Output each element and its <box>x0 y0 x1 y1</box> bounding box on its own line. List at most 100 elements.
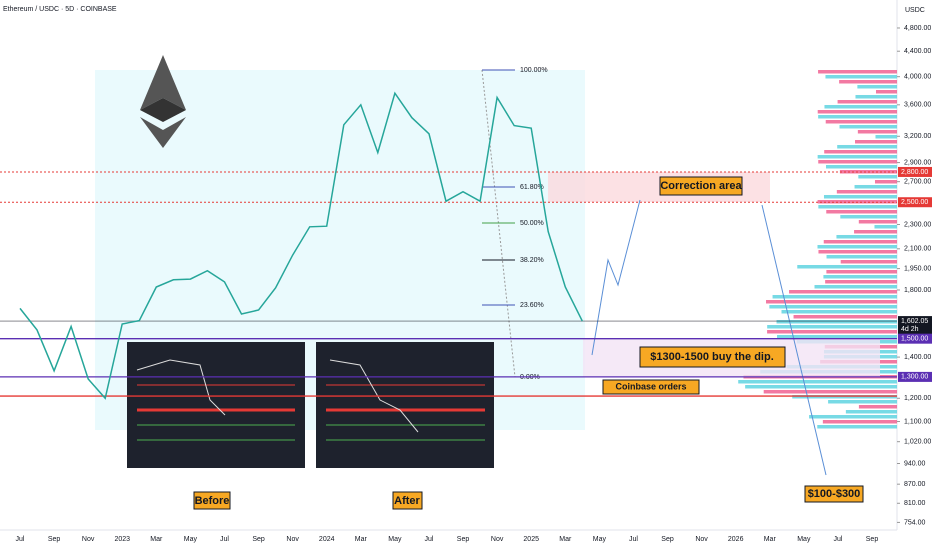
annotation: After <box>394 495 420 507</box>
volume-bar <box>826 255 897 259</box>
volume-bar <box>776 320 897 324</box>
price-tag <box>898 371 932 382</box>
volume-bar <box>809 415 897 419</box>
y-tick-label: 3,600.00 <box>904 102 931 109</box>
price-tag <box>898 197 932 208</box>
annotation: $100-$300 <box>808 488 861 500</box>
y-tick-label: 2,100.00 <box>904 246 931 253</box>
volume-bar <box>845 410 897 414</box>
y-tick-label: 1,950.00 <box>904 265 931 272</box>
volume-bar <box>793 315 897 319</box>
x-tick-label: Sep <box>661 536 674 543</box>
volume-bar <box>828 400 897 404</box>
volume-bar <box>857 85 897 89</box>
x-tick-label: Nov <box>82 536 95 543</box>
volume-bar <box>825 75 897 79</box>
price-tag <box>898 333 932 344</box>
volume-bar <box>854 230 897 234</box>
x-tick-label: Mar <box>355 536 368 543</box>
x-tick-label: Nov <box>695 536 708 543</box>
volume-bar <box>826 210 897 214</box>
price-tag-label: 2,800.00 <box>901 169 928 176</box>
volume-bar <box>874 180 897 184</box>
volume-bar <box>825 120 897 124</box>
volume-bar <box>839 80 897 84</box>
volume-bar <box>781 310 897 314</box>
volume-bar <box>824 150 897 154</box>
fib-label: 38.20% <box>520 257 544 264</box>
price-tag-label: 1,602.05 <box>901 318 928 325</box>
x-tick-label: May <box>184 536 198 543</box>
fib-label: 100.00% <box>520 67 548 74</box>
volume-bar <box>769 305 897 309</box>
y-tick-label: 1,100.00 <box>904 418 931 425</box>
symbol-title: Ethereum / USDC · 5D · COINBASE <box>3 6 117 13</box>
x-tick-label: Jul <box>424 536 433 543</box>
volume-bar <box>817 245 897 249</box>
volume-bar <box>839 125 897 129</box>
volume-bar <box>777 335 897 339</box>
y-tick-label: 754.00 <box>904 519 926 526</box>
y-tick-label: 940.00 <box>904 460 926 467</box>
x-tick-label: 2026 <box>728 536 744 543</box>
eth-logo <box>140 55 186 148</box>
y-tick-label: 4,800.00 <box>904 25 931 32</box>
countdown: 4d 2h <box>901 326 919 333</box>
volume-bar <box>840 215 897 219</box>
currency: USDC <box>905 7 925 14</box>
forecast-arrows <box>591 199 827 476</box>
y-tick-label: 1,020.00 <box>904 439 931 446</box>
volume-bar <box>818 205 897 209</box>
volume-bar <box>818 160 897 164</box>
x-tick-label: Jul <box>220 536 229 543</box>
volume-bar <box>767 330 897 334</box>
fib-label: 23.60% <box>520 302 544 309</box>
price-line <box>19 91 583 400</box>
x-tick-label: May <box>388 536 402 543</box>
inset-before <box>127 342 305 468</box>
annotation: Before <box>195 495 230 507</box>
volume-bar <box>823 240 897 244</box>
annotation: Coinbase orders <box>615 381 686 391</box>
volume-bar <box>789 290 897 294</box>
x-tick-label: Mar <box>764 536 777 543</box>
volume-bar <box>840 260 897 264</box>
volume-bar <box>763 390 897 394</box>
x-tick-label: 2024 <box>319 536 335 543</box>
price-tag-label: 1,500.00 <box>901 336 928 343</box>
volume-bar <box>823 275 897 279</box>
volume-bar <box>858 220 897 224</box>
volume-bar <box>822 420 897 424</box>
y-tick-label: 1,800.00 <box>904 287 931 294</box>
volume-bar <box>772 295 897 299</box>
inset-after <box>316 342 494 468</box>
y-tick-label: 4,000.00 <box>904 74 931 81</box>
y-tick-label: 4,400.00 <box>904 48 931 55</box>
volume-bar <box>745 385 897 389</box>
volume-bar <box>818 70 897 74</box>
volume-bar <box>858 175 897 179</box>
volume-bar <box>855 140 897 144</box>
volume-bar <box>818 250 897 254</box>
x-tick-label: 2025 <box>523 536 539 543</box>
volume-bar <box>766 300 897 304</box>
x-tick-label: Jul <box>629 536 638 543</box>
y-tick-label: 870.00 <box>904 481 926 488</box>
price-tag-label: 1,300.00 <box>901 374 928 381</box>
volume-bar <box>767 325 897 329</box>
x-tick-label: Sep <box>866 536 879 543</box>
volume-bar <box>874 225 897 229</box>
volume-bar <box>818 115 897 119</box>
x-tick-label: Mar <box>559 536 572 543</box>
y-tick-label: 2,700.00 <box>904 179 931 186</box>
volume-bar <box>797 265 897 269</box>
x-tick-label: Jul <box>16 536 25 543</box>
x-tick-label: Sep <box>48 536 61 543</box>
fib-tool <box>481 69 516 378</box>
volume-bar <box>875 90 897 94</box>
volume-bar <box>738 380 897 384</box>
volume-bar <box>824 105 897 109</box>
y-tick-label: 2,900.00 <box>904 159 931 166</box>
volume-bar <box>792 395 897 399</box>
